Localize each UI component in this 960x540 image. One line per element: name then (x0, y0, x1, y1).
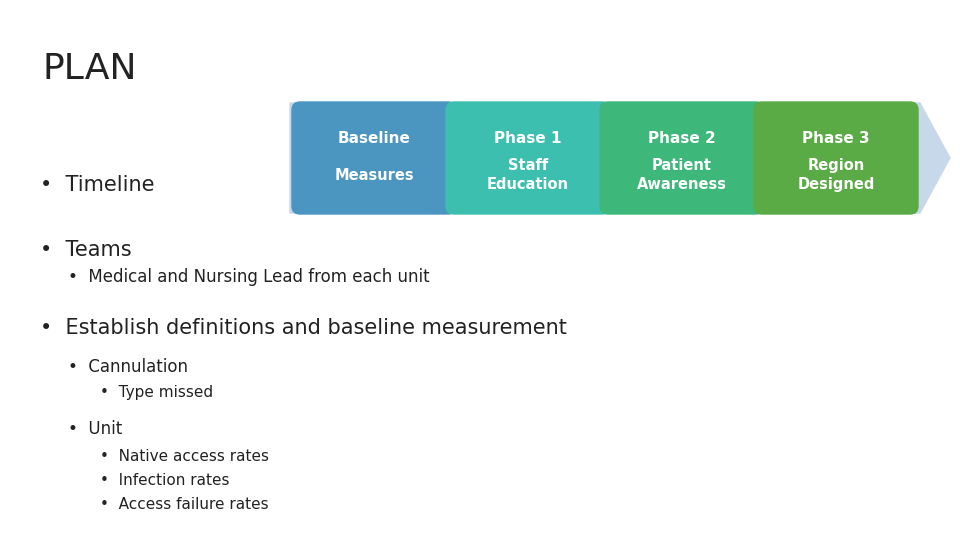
Text: Baseline: Baseline (338, 131, 411, 146)
Text: •  Establish definitions and baseline measurement: • Establish definitions and baseline mea… (40, 318, 566, 338)
Text: •  Timeline: • Timeline (40, 175, 155, 195)
FancyBboxPatch shape (600, 102, 764, 214)
Text: •  Cannulation: • Cannulation (68, 358, 188, 376)
Text: •  Type missed: • Type missed (100, 385, 213, 400)
Text: Phase 2: Phase 2 (648, 131, 716, 146)
FancyBboxPatch shape (292, 102, 456, 214)
FancyBboxPatch shape (446, 102, 610, 214)
Text: •  Medical and Nursing Lead from each unit: • Medical and Nursing Lead from each uni… (68, 268, 430, 286)
Polygon shape (290, 103, 950, 213)
Text: Patient
Awareness: Patient Awareness (637, 158, 727, 192)
FancyBboxPatch shape (754, 102, 918, 214)
Text: Region
Designed: Region Designed (798, 158, 875, 192)
Text: Staff
Education: Staff Education (487, 158, 569, 192)
Text: PLAN: PLAN (42, 52, 136, 86)
Text: •  Teams: • Teams (40, 240, 132, 260)
Text: •  Infection rates: • Infection rates (100, 473, 229, 488)
Text: •  Native access rates: • Native access rates (100, 449, 269, 464)
Text: Phase 3: Phase 3 (803, 131, 870, 146)
Text: Measures: Measures (334, 168, 414, 183)
Text: •  Unit: • Unit (68, 420, 122, 438)
Text: Phase 1: Phase 1 (494, 131, 562, 146)
Text: •  Access failure rates: • Access failure rates (100, 497, 269, 512)
